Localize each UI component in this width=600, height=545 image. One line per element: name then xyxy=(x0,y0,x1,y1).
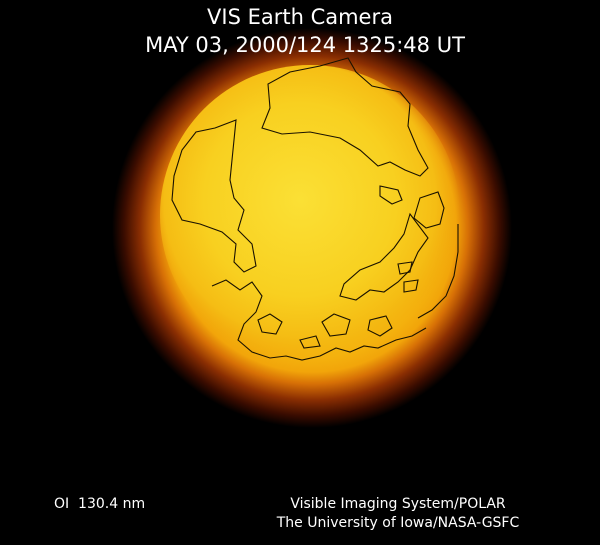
subtitle: MAY 03, 2000/124 1325:48 UT xyxy=(145,33,465,57)
title: VIS Earth Camera xyxy=(207,5,393,29)
coastlines xyxy=(171,57,459,361)
filter-label: OI 130.4 nm xyxy=(54,496,145,512)
credit-line: The University of Iowa/NASA-GSFC xyxy=(276,515,520,531)
credit-line: Visible Imaging System/POLAR xyxy=(290,496,506,512)
earth-disk xyxy=(160,65,460,365)
